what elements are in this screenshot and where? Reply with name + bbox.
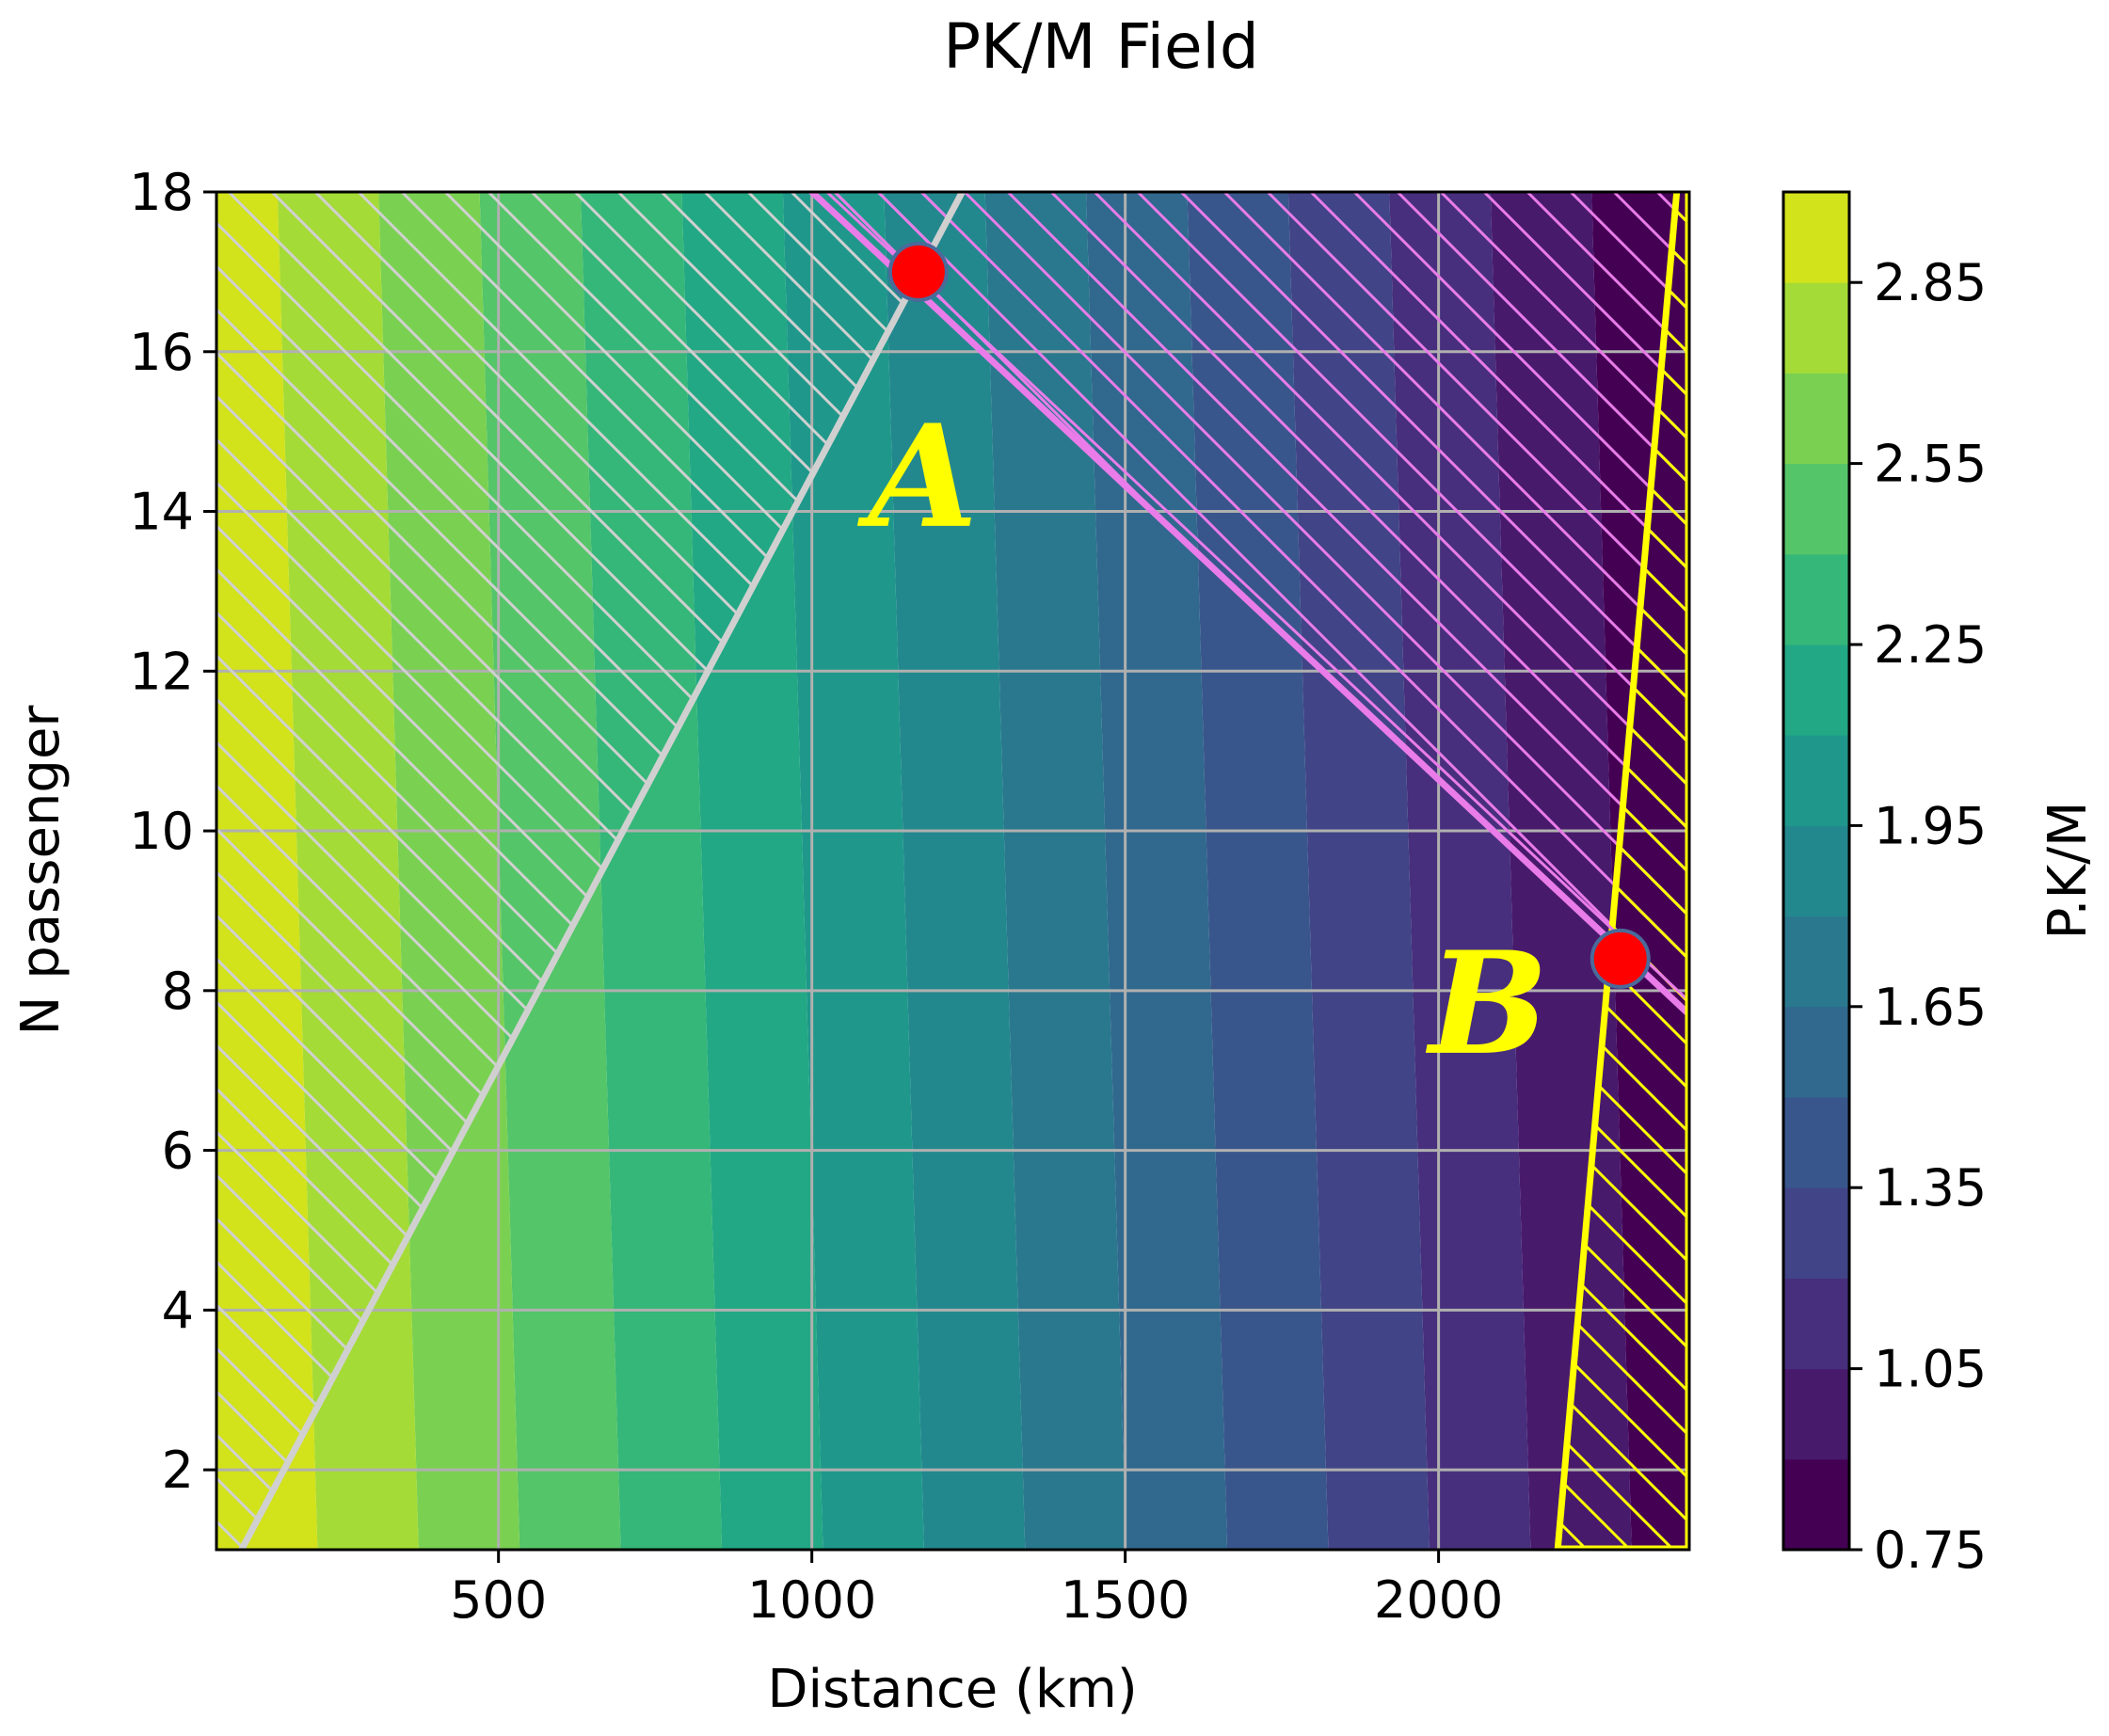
gray-constraint xyxy=(238,192,966,1550)
hatch-line xyxy=(487,192,963,1550)
x-tick-label: 500 xyxy=(450,1570,547,1630)
colorbar-band xyxy=(1783,373,1849,465)
contour-band xyxy=(75,192,216,1550)
hatch-line xyxy=(313,192,963,1550)
contour-band xyxy=(1389,192,1531,1550)
colorbar-band xyxy=(1783,1368,1849,1460)
hatch-line xyxy=(1266,192,1689,1015)
constraint-lines xyxy=(238,192,1689,1550)
y-tick-label: 4 xyxy=(162,1281,194,1340)
x-axis-label: Distance (km) xyxy=(767,1659,1137,1720)
y-tick-label: 8 xyxy=(162,962,194,1021)
y-tick-label: 14 xyxy=(129,483,194,542)
hatch-line xyxy=(1558,192,1689,1550)
violet-constraint xyxy=(808,192,1689,1018)
contour-band xyxy=(378,192,520,1550)
hatch-line xyxy=(876,192,1689,1015)
hatch-line xyxy=(216,192,963,1550)
contour-band xyxy=(1287,192,1430,1550)
contour-band xyxy=(216,192,318,1550)
point-a-label: A xyxy=(857,394,978,560)
hatch-line xyxy=(573,192,963,1550)
colorbar-band xyxy=(1783,282,1849,374)
y-tick-label: 18 xyxy=(129,163,194,222)
hatch-line xyxy=(1558,192,1689,1550)
y-tick-label: 16 xyxy=(129,323,194,382)
contour-band xyxy=(681,192,823,1550)
contour-band xyxy=(581,192,723,1550)
x-axis-ticks: 500 1000 1500 2000 xyxy=(450,1550,1503,1630)
contour-band xyxy=(884,192,1026,1550)
design-points: AB xyxy=(857,241,1651,1087)
colorbar-label: P.K/M xyxy=(2037,802,2099,940)
yellow-constraint xyxy=(1554,192,1681,1550)
y-axis-ticks: 2 4 6 8 10 12 14 16 18 xyxy=(129,163,216,1500)
colorbar-band xyxy=(1783,1458,1849,1551)
hatch-line xyxy=(216,192,463,1550)
contour-band xyxy=(479,192,621,1550)
hatch-line xyxy=(1093,192,1689,1015)
hatch-line xyxy=(919,192,1689,1015)
hatch-line xyxy=(1309,192,1689,1015)
hatch-line xyxy=(1396,192,1689,1015)
colorbar: 0.75 1.05 1.35 1.65 1.95 2.25 2.55 2.85 xyxy=(1781,190,1987,1580)
x-tick-label: 1000 xyxy=(747,1570,876,1630)
hatch-line xyxy=(216,192,963,1550)
colorbar-tick-label: 1.35 xyxy=(1874,1158,1987,1218)
colorbar-band xyxy=(1783,1187,1849,1279)
colorbar-band xyxy=(1783,825,1849,917)
hatch-line xyxy=(443,192,963,1550)
contour-band xyxy=(1591,192,1689,1550)
colorbar-band xyxy=(1783,645,1849,736)
y-tick-label: 6 xyxy=(162,1122,194,1181)
hatch-line xyxy=(1222,192,1689,1015)
colorbar-tick-label: 2.25 xyxy=(1874,615,1987,675)
y-tick-label: 2 xyxy=(162,1441,194,1500)
hatch-line xyxy=(1049,192,1689,1015)
colorbar-tick-label: 1.65 xyxy=(1874,978,1987,1037)
violet-constraint-edge xyxy=(825,192,1689,1003)
plot-frame xyxy=(215,190,1691,1552)
hatch-line xyxy=(1558,192,1689,1550)
colorbar-band xyxy=(1783,1278,1849,1370)
hatch-line xyxy=(1179,192,1689,1015)
point-b-label: B xyxy=(1425,921,1548,1087)
colorbar-band xyxy=(1783,916,1849,1008)
hatch-line xyxy=(1352,192,1689,1015)
contour-band xyxy=(1187,192,1329,1550)
contour-band xyxy=(984,192,1126,1550)
point-a-marker xyxy=(887,241,949,302)
hatch-line xyxy=(357,192,963,1550)
colorbar-band xyxy=(1783,192,1849,283)
colorbar-band xyxy=(1783,1006,1849,1098)
colorbar-tick-label: 2.85 xyxy=(1874,253,1987,312)
hatch-line xyxy=(1558,192,1689,1550)
contour-band xyxy=(782,192,924,1550)
hatch-line xyxy=(530,192,963,1550)
hatch-line xyxy=(400,192,963,1550)
y-tick-label: 10 xyxy=(129,802,194,861)
colorbar-tick-label: 0.75 xyxy=(1874,1521,1987,1580)
colorbar-band xyxy=(1783,553,1849,645)
point-b-marker xyxy=(1590,928,1651,989)
colorbar-tick-label: 2.55 xyxy=(1874,435,1987,494)
y-tick-label: 12 xyxy=(129,642,194,701)
colorbar-tick-label: 1.05 xyxy=(1874,1340,1987,1399)
colorbar-frame xyxy=(1781,190,1851,1552)
colorbar-band xyxy=(1783,463,1849,555)
hatch-line xyxy=(216,192,550,1550)
contour-band xyxy=(1086,192,1228,1550)
colorbar-band xyxy=(1783,1097,1849,1188)
hatch-line xyxy=(1136,192,1689,1015)
x-tick-label: 2000 xyxy=(1374,1570,1503,1630)
chart-title: PK/M Field xyxy=(943,10,1259,83)
colorbar-tick-label: 1.95 xyxy=(1874,796,1987,855)
y-axis-label: N passenger xyxy=(10,705,72,1036)
x-tick-label: 1500 xyxy=(1061,1570,1190,1630)
contour-band xyxy=(1490,192,1632,1550)
yellow-region-border xyxy=(1558,192,1689,1550)
hatch-line xyxy=(216,192,506,1550)
colorbar-band xyxy=(1783,735,1849,826)
